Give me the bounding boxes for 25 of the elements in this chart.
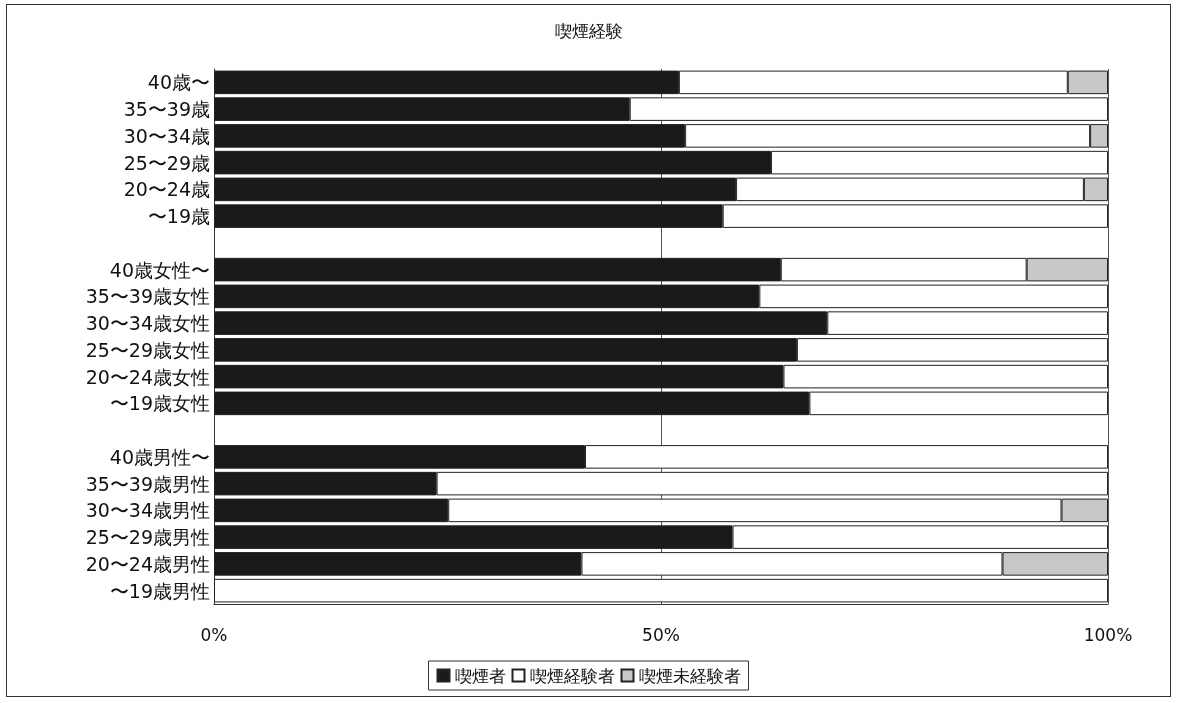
y-tick-label: 35〜39歳 bbox=[123, 98, 210, 121]
y-tick-label: 〜19歳 bbox=[147, 205, 210, 228]
y-tick-label: 30〜34歳男性 bbox=[85, 499, 210, 522]
x-tick-label: 100% bbox=[1083, 624, 1133, 645]
y-tick-label: 30〜34歳 bbox=[123, 124, 210, 147]
y-tick-label: 〜19歳男性 bbox=[109, 579, 210, 602]
x-tick-label: 0% bbox=[200, 624, 228, 645]
legend-label: 喫煙経験者 bbox=[529, 665, 615, 686]
x-tick-label: 50% bbox=[642, 624, 680, 645]
y-tick-label: 〜19歳女性 bbox=[109, 392, 210, 415]
legend-label: 喫煙未経験者 bbox=[638, 665, 741, 686]
y-tick-label: 30〜34歳女性 bbox=[85, 312, 210, 335]
y-tick-label: 40歳女性〜 bbox=[109, 258, 210, 281]
chart-title: 喫煙経験 bbox=[554, 20, 623, 41]
y-tick-label: 35〜39歳男性 bbox=[85, 472, 210, 495]
y-tick-label: 25〜29歳女性 bbox=[85, 338, 210, 361]
y-tick-label: 25〜29歳男性 bbox=[85, 526, 210, 549]
y-tick-label: 20〜24歳 bbox=[123, 178, 210, 201]
y-tick-label: 40歳男性〜 bbox=[109, 445, 210, 468]
y-tick-label: 25〜29歳 bbox=[123, 151, 210, 174]
y-tick-label: 20〜24歳男性 bbox=[85, 552, 210, 575]
y-tick-label: 35〜39歳女性 bbox=[85, 285, 210, 308]
y-tick-label: 20〜24歳女性 bbox=[85, 365, 210, 388]
legend-label: 喫煙者 bbox=[454, 665, 506, 686]
y-tick-label: 40歳〜 bbox=[147, 71, 210, 94]
